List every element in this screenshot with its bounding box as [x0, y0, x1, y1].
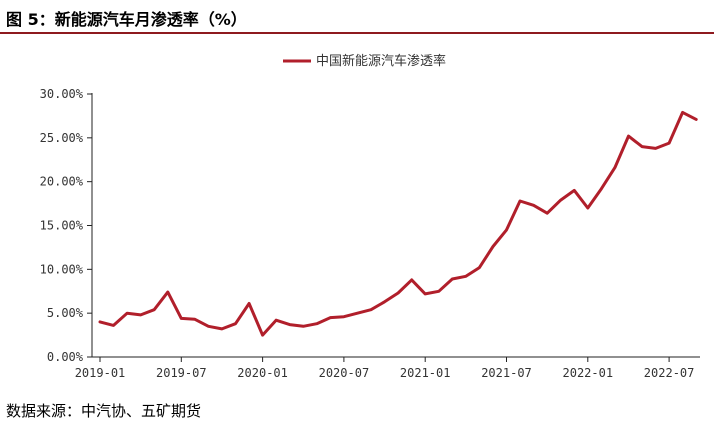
data-point [342, 315, 346, 318]
data-point [437, 290, 440, 293]
data-point [166, 290, 169, 294]
y-axis-ticks: 0.00% 5.00% 10.00% 15.00% 20.00% 25.00% 30.00% [40, 87, 92, 364]
data-point [207, 325, 210, 328]
data-point [247, 302, 251, 305]
data-point [654, 147, 657, 150]
y-tick-label: 25.00% [40, 131, 84, 145]
data-point [369, 308, 373, 311]
y-tick-label: 15.00% [40, 219, 84, 233]
x-tick-label: 2022-01 [563, 366, 614, 380]
data-point [302, 325, 305, 328]
data-point [329, 316, 332, 319]
data-point [586, 206, 589, 210]
data-point [396, 291, 400, 295]
data-point [261, 333, 264, 337]
x-tick-label: 2021-01 [400, 366, 451, 380]
source-note: 数据来源：中汽协、五矿期货 [6, 402, 202, 420]
x-axis-ticks: 2019-01 2019-07 2020-01 2020-07 2021-01 2021-… [75, 357, 695, 380]
data-point [681, 111, 684, 114]
data-point [532, 204, 535, 207]
data-point [288, 323, 291, 326]
x-tick-label: 2019-01 [75, 366, 126, 380]
x-tick-label: 2020-07 [319, 366, 370, 380]
data-point [112, 324, 115, 327]
series-line [98, 110, 698, 337]
x-tick-label: 2022-07 [644, 366, 695, 380]
data-point [98, 320, 102, 324]
data-point [640, 145, 644, 148]
data-point [518, 199, 522, 203]
data-point [234, 322, 237, 325]
data-point [695, 118, 698, 121]
data-point [478, 266, 481, 269]
data-point [464, 275, 468, 278]
y-tick-label: 10.00% [40, 262, 84, 276]
data-point [545, 212, 549, 215]
y-tick-label: 30.00% [40, 87, 84, 101]
data-point [559, 198, 562, 202]
data-point [383, 300, 386, 303]
data-point [573, 189, 576, 192]
title-divider [0, 32, 714, 34]
y-tick-label: 20.00% [40, 175, 84, 189]
data-point [139, 313, 142, 317]
data-point [180, 317, 183, 320]
data-point [424, 292, 427, 296]
data-point [220, 327, 224, 331]
data-point [153, 308, 156, 311]
data-point [125, 311, 129, 315]
data-point [600, 187, 603, 190]
data-point [627, 134, 630, 138]
data-point [667, 141, 671, 145]
y-tick-label: 0.00% [47, 350, 84, 364]
series-group [98, 110, 698, 337]
data-point [193, 318, 197, 321]
data-point [410, 278, 413, 282]
data-point [356, 311, 359, 315]
data-point [491, 245, 495, 248]
x-tick-label: 2019-07 [156, 366, 207, 380]
data-point [613, 166, 617, 169]
legend-label: 中国新能源汽车渗透率 [316, 53, 446, 69]
figure-title: 图 5：新能源汽车月渗透率（%） [6, 10, 247, 29]
legend: 中国新能源汽车渗透率 [283, 53, 446, 69]
data-point [274, 318, 278, 322]
y-tick-label: 5.00% [47, 306, 84, 320]
x-tick-label: 2021-07 [481, 366, 532, 380]
line-chart: 中国新能源汽车渗透率 0.00% 5.00% 10.00% 15.00% 20.00% 2… [40, 53, 700, 380]
data-point [315, 322, 318, 325]
x-tick-label: 2020-01 [237, 366, 288, 380]
data-point [451, 277, 454, 281]
data-point [505, 228, 508, 232]
